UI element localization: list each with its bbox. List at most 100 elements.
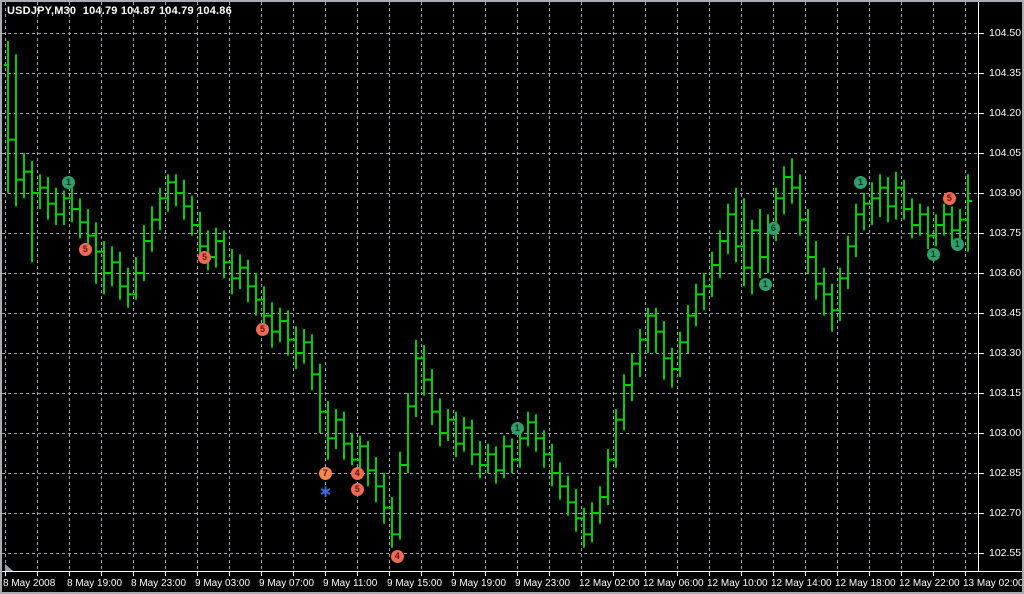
- ohlc-bar: [500, 435, 508, 479]
- chart-canvas[interactable]: USDJPY,M30 104.79 104.87 104.79 104.86 1…: [2, 2, 978, 571]
- time-tick: [837, 572, 838, 576]
- price-tick: [979, 473, 984, 474]
- ohlc-bar: [836, 267, 844, 322]
- price-axis-label: 103.90: [989, 187, 1022, 199]
- ohlc-bar: [156, 187, 164, 231]
- time-tick: [677, 572, 678, 576]
- ohlc-bar: [740, 198, 748, 287]
- ohlc-bar: [300, 329, 308, 364]
- price-tick: [979, 313, 984, 314]
- buy-signal-marker: 1: [62, 176, 75, 190]
- ohlc-bar: [588, 502, 596, 543]
- ohlc-bar: [100, 241, 108, 295]
- price-tick: [979, 433, 984, 434]
- time-tick: [869, 572, 870, 576]
- sell-signal-marker: 5: [78, 243, 92, 256]
- ohlc-bar: [564, 475, 572, 516]
- ohlc-bar: [164, 174, 172, 212]
- time-tick: [5, 572, 6, 576]
- ohlc-bar: [668, 347, 676, 388]
- ohlc-bar: [124, 267, 132, 308]
- time-tick: [229, 572, 230, 576]
- time-axis[interactable]: 8 May 2008 8 May 19:00 8 May 23:00 9 May 03…: [2, 571, 1022, 592]
- ohlc-bar: [644, 307, 652, 354]
- price-tick: [979, 113, 984, 114]
- time-axis-label: 9 May 19:00: [451, 578, 507, 589]
- ohlc-bar: [68, 187, 76, 223]
- time-tick: [133, 572, 134, 576]
- price-axis[interactable]: 104.50 104.35 104.20 104.05 103.90 103.75 103.…: [978, 2, 1022, 571]
- price-axis-label: 104.50: [989, 27, 1022, 39]
- ohlc-bar: [780, 166, 788, 215]
- price-axis-label: 104.20: [989, 107, 1022, 119]
- ohlc-bar: [132, 257, 140, 300]
- ohlc-bar: [884, 177, 892, 223]
- time-tick: [773, 572, 774, 576]
- ohlc-bar: [12, 54, 20, 207]
- grid-lines: [2, 2, 978, 571]
- time-tick: [549, 572, 550, 576]
- time-axis-label: 12 May 18:00: [835, 578, 896, 589]
- ohlc-bar: [908, 198, 916, 239]
- ohlc-bar: [428, 369, 436, 426]
- scroll-position-icon: [5, 564, 13, 571]
- ohlc-bar: [188, 195, 196, 236]
- buy-signal-marker: 1: [926, 248, 940, 262]
- ohlc-bar: [308, 334, 316, 391]
- ohlc-bar: [508, 438, 516, 474]
- ohlc-bar: [412, 339, 420, 418]
- price-tick: [979, 513, 984, 514]
- ohlc-bar: [652, 307, 660, 354]
- ohlc-bar: [420, 345, 428, 396]
- time-tick: [453, 572, 454, 576]
- ohlc-bar: [404, 393, 412, 474]
- sell-signal-marker: 4: [390, 549, 404, 563]
- ohlc-bar: [532, 414, 540, 452]
- price-axis-label: 104.05: [989, 147, 1022, 159]
- price-tick: [979, 73, 984, 74]
- time-tick: [421, 572, 422, 576]
- ohlc-bar: [396, 451, 404, 540]
- buy-signal-marker: 1: [510, 421, 524, 435]
- time-axis-label: 12 May 22:00: [899, 578, 960, 589]
- ohlc-bar: [236, 254, 244, 290]
- ohlc-bar: [860, 193, 868, 231]
- star-signal-icon: [320, 484, 331, 497]
- ohlc-bar: [276, 307, 284, 343]
- ohlc-bar: [924, 206, 932, 250]
- ohlc-bar: [572, 489, 580, 532]
- ohlc-bar: [364, 441, 372, 487]
- ohlc-bar: [868, 182, 876, 226]
- ohlc-bar: [748, 219, 756, 295]
- ohlc-bar: [604, 449, 612, 506]
- ohlc-bar: [524, 411, 532, 447]
- ohlc-bar: [812, 241, 820, 300]
- ohlc-bar: [452, 411, 460, 458]
- ohlc-bar: [332, 409, 340, 450]
- time-tick: [261, 572, 262, 576]
- ohlc-bar: [436, 398, 444, 447]
- ohlc-bar: [380, 473, 388, 524]
- ohlc-bar: [708, 251, 716, 298]
- ohlc-bar: [220, 230, 228, 279]
- chart-title: USDJPY,M30 104.79 104.87 104.79 104.86: [7, 5, 232, 17]
- ohlc-bar: [324, 401, 332, 460]
- ohlc-bar: [196, 211, 204, 258]
- ohlc-bar: [788, 158, 796, 204]
- time-tick: [485, 572, 486, 576]
- ohlc-bar: [244, 259, 252, 303]
- buy-signal-marker: 6: [766, 221, 780, 235]
- time-axis-label: 9 May 11:00: [323, 578, 378, 589]
- ohlc-bar: [852, 203, 860, 258]
- ohlc-bar: [596, 486, 604, 524]
- price-axis-label: 102.70: [989, 507, 1022, 519]
- ohlc-bar: [92, 222, 100, 284]
- ohlc-bar: [964, 174, 972, 252]
- price-chart: [2, 2, 978, 571]
- time-tick: [901, 572, 902, 576]
- time-tick: [581, 572, 582, 576]
- time-tick: [293, 572, 294, 576]
- ohlc-bar: [548, 443, 556, 487]
- buy-signal-marker: 1: [854, 176, 867, 190]
